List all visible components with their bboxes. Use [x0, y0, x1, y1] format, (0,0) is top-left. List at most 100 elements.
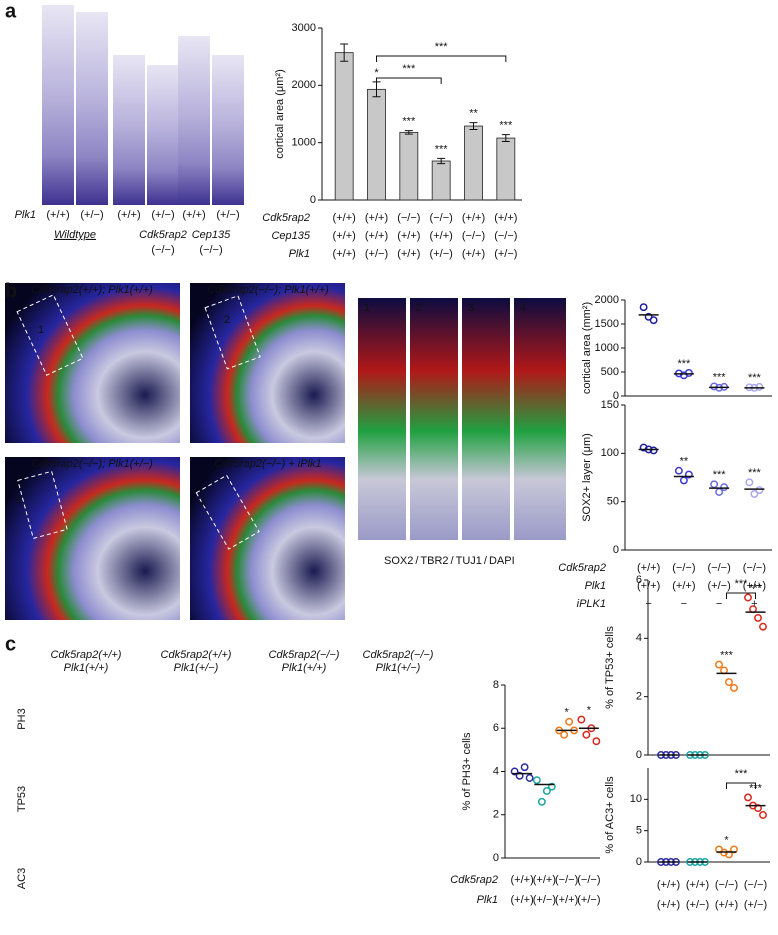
y-tick-label: 2000 — [595, 294, 619, 306]
genotype: − — [681, 598, 687, 610]
significance: ** — [469, 108, 478, 120]
legend-item: DAPI — [489, 555, 515, 567]
bracket-label: *** — [735, 768, 749, 780]
y-tick-label: 500 — [601, 366, 619, 378]
error-bar — [437, 157, 446, 165]
data-point — [520, 763, 529, 772]
bar — [399, 131, 419, 201]
inset-number: 1 — [38, 324, 44, 336]
genotype: (−/−) — [397, 212, 420, 224]
bracket — [726, 782, 756, 789]
data-point — [684, 470, 693, 479]
bracket — [376, 77, 442, 84]
micrograph — [5, 457, 180, 620]
inset-number: 4 — [200, 497, 206, 509]
image-title: Cdk5rap2(−/−); Plk1(+/−) — [31, 458, 153, 470]
significance: * — [724, 834, 729, 846]
genotype: (+/+) — [511, 874, 534, 886]
legend-item: TBR2 — [420, 555, 448, 567]
data-point — [759, 622, 767, 631]
data-point — [710, 480, 719, 489]
micrograph — [113, 55, 145, 205]
error-bar — [469, 122, 478, 130]
genotype: (+/+) — [430, 230, 453, 242]
bracket-label: *** — [435, 41, 449, 53]
row-label: Cdk5rap2 — [450, 874, 498, 886]
column-title: Cdk5rap2(+/+) — [51, 649, 122, 661]
y-tick-label: 2 — [636, 691, 642, 703]
group-label: Cdk5rap2 — [139, 229, 187, 241]
data-point — [510, 767, 519, 776]
y-tick-label: 10 — [630, 793, 642, 805]
genotype: (+/+) — [333, 248, 356, 260]
genotype: (+/+) — [333, 212, 356, 224]
micrograph — [462, 298, 510, 540]
micrograph — [190, 457, 345, 620]
data-point — [565, 717, 574, 726]
bracket — [376, 55, 507, 62]
genotype: (+/−) — [577, 894, 600, 906]
genotype: (+/+) — [494, 212, 517, 224]
y-tick-label: 0 — [493, 852, 499, 864]
y-tick-label: 4 — [493, 765, 499, 777]
legend-item: SOX2 — [384, 555, 413, 567]
genotype: (+/+) — [637, 580, 660, 592]
bar — [334, 52, 354, 201]
genotype: (−/−) — [743, 562, 766, 574]
data-point — [745, 478, 754, 487]
data-point — [525, 774, 534, 782]
data-point — [577, 715, 586, 724]
genotype: (−/−) — [744, 879, 767, 891]
inset-number: 2 — [416, 302, 422, 314]
image-title: Cdk5rap2(+/+); Plk1(+/+) — [31, 284, 153, 296]
micrograph — [212, 55, 244, 205]
genotype: (+/+) — [686, 879, 709, 891]
genotype: (+/+) — [715, 899, 738, 911]
significance: *** — [499, 120, 513, 132]
genotype: (+/+) — [462, 248, 485, 260]
data-point — [684, 369, 693, 377]
genotype: (−/−) — [672, 562, 695, 574]
group-label: (−/−) — [199, 244, 222, 256]
error-bar — [501, 134, 510, 143]
genotype: (−/−) — [715, 879, 738, 891]
significance: *** — [749, 582, 763, 594]
genotype: (+/−) — [494, 248, 517, 260]
significance: *** — [713, 469, 727, 481]
data-point — [720, 483, 729, 492]
y-tick-label: 3000 — [292, 22, 316, 34]
micrograph — [42, 5, 74, 205]
row-label: Plk1 — [289, 248, 310, 260]
genotype: (+/+) — [533, 874, 556, 886]
legend-separator: / — [484, 555, 488, 567]
data-point — [744, 793, 752, 802]
significance: *** — [713, 371, 727, 383]
genotype: (+/−) — [686, 899, 709, 911]
row-label: PH3 — [16, 708, 28, 729]
genotype: (+/−) — [151, 209, 174, 221]
micrograph — [410, 298, 458, 540]
data-point — [537, 797, 546, 806]
data-point — [649, 446, 658, 455]
micrograph — [5, 283, 180, 443]
inset-number: 1 — [364, 302, 370, 314]
genotype: (+/−) — [744, 899, 767, 911]
significance: * — [564, 707, 569, 719]
bracket-label: *** — [402, 63, 416, 75]
column-title: Cdk5rap2(−/−) — [269, 649, 340, 661]
y-axis-label: SOX2+ layer (μm) — [581, 433, 593, 522]
genotype: (−/−) — [708, 562, 731, 574]
micrographs — [5, 5, 566, 620]
data-point — [649, 316, 658, 325]
y-tick-label: 2 — [493, 809, 499, 821]
genotype: (+/−) — [708, 580, 731, 592]
data-point — [582, 730, 591, 739]
micrograph — [190, 283, 345, 443]
data-point — [542, 787, 551, 795]
micrograph — [147, 65, 179, 205]
genotype: (+/+) — [657, 899, 680, 911]
genotype: (+/−) — [533, 894, 556, 906]
significance: *** — [435, 143, 449, 155]
y-tick-label: 4 — [636, 632, 642, 644]
